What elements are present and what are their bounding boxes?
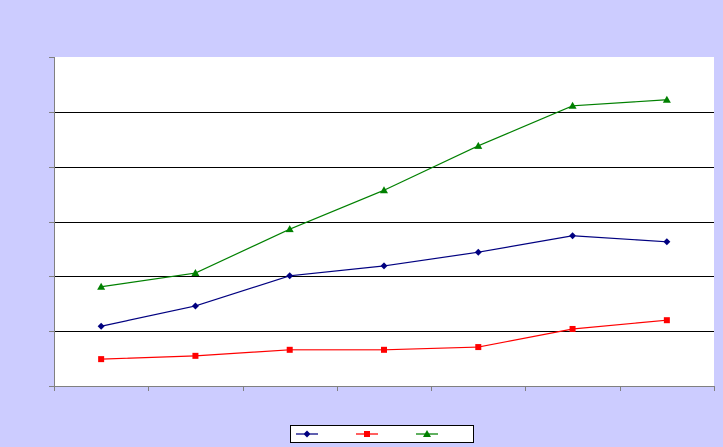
marker bbox=[286, 346, 293, 353]
marker bbox=[474, 248, 482, 256]
marker bbox=[285, 225, 294, 233]
marker bbox=[286, 272, 294, 280]
legend-marker bbox=[303, 430, 311, 438]
marker bbox=[663, 317, 670, 324]
marker bbox=[380, 262, 388, 270]
marker bbox=[191, 302, 199, 310]
marker bbox=[97, 282, 106, 290]
legend-marker bbox=[364, 431, 370, 437]
marker bbox=[191, 269, 200, 277]
marker bbox=[192, 352, 199, 359]
marker bbox=[98, 356, 105, 363]
marker bbox=[569, 325, 576, 332]
legend bbox=[290, 425, 474, 443]
marker bbox=[380, 186, 388, 194]
marker bbox=[568, 101, 577, 109]
marker bbox=[381, 346, 387, 353]
marker bbox=[663, 238, 671, 246]
marker bbox=[569, 232, 577, 240]
marker bbox=[662, 95, 671, 103]
marker bbox=[474, 141, 483, 149]
legend-marker bbox=[423, 430, 431, 437]
marker bbox=[475, 344, 482, 351]
plot-area bbox=[54, 57, 714, 386]
marker bbox=[97, 322, 105, 330]
